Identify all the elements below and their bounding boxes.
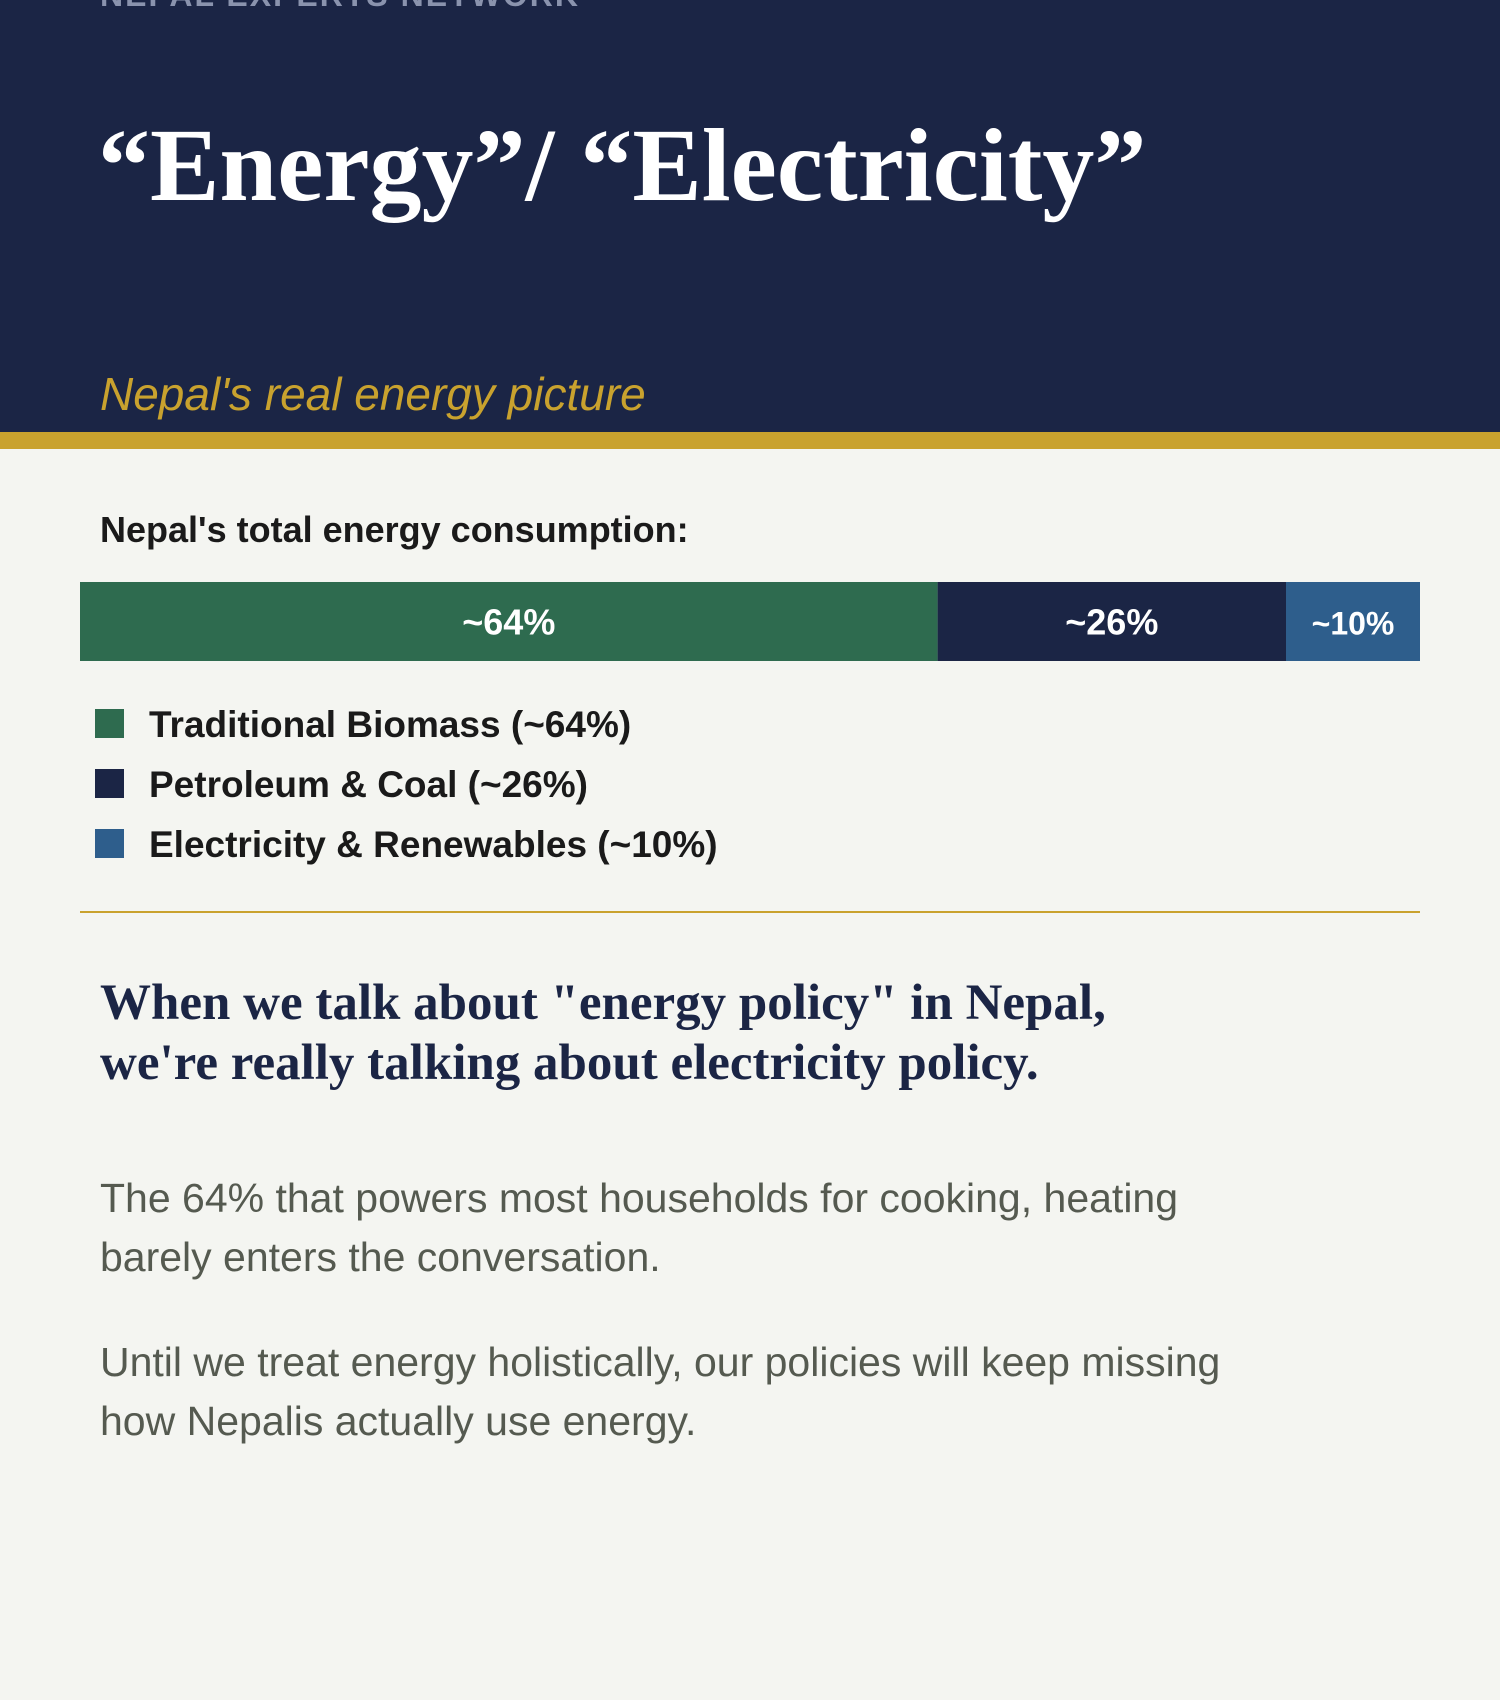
value-label: ~10% (1312, 606, 1395, 642)
bar-segment (937, 582, 1286, 661)
legend-swatch (95, 769, 124, 798)
chart-title: Nepal's total energy consumption: (100, 509, 689, 550)
legend-label: Petroleum & Coal (~26%) (149, 764, 588, 805)
value-label: ~64% (462, 602, 555, 643)
legend-label: Electricity & Renewables (~10%) (149, 824, 718, 865)
bar-segment (80, 582, 938, 661)
paragraph-line: The 64% that powers most households for … (100, 1175, 1178, 1221)
page-title: “Energy”/ “Electricity” (98, 108, 1146, 223)
legend-swatch (95, 829, 124, 858)
legend-label: Traditional Biomass (~64%) (149, 704, 631, 745)
paragraph-line: Until we treat energy holistically, our … (100, 1339, 1220, 1385)
bar-segment (1286, 582, 1420, 661)
org-name: NEPAL EXPERTS NETWORK (100, 0, 580, 13)
header-band (0, 0, 1500, 432)
legend-swatch (95, 709, 124, 738)
subtitle: Nepal's real energy picture (100, 368, 646, 420)
paragraph-line: how Nepalis actually use energy. (100, 1398, 696, 1444)
paragraph-line: barely enters the conversation. (100, 1234, 661, 1280)
header-rule (0, 432, 1500, 449)
key-message: When we talk about "energy policy" in Ne… (100, 975, 1106, 1031)
key-message: we're really talking about electricity p… (100, 1035, 1039, 1091)
value-label: ~26% (1065, 602, 1158, 643)
